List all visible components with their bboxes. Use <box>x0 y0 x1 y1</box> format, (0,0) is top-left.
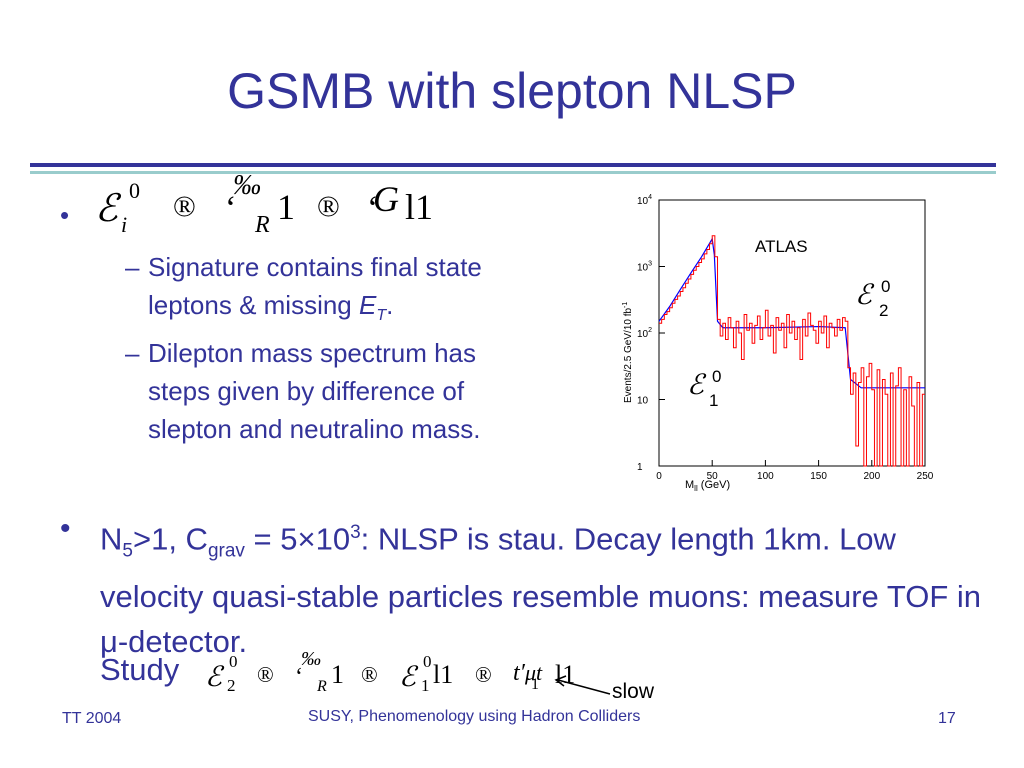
neutralino-sub: i <box>121 212 128 237</box>
fit-curve <box>658 237 925 389</box>
x-tick-label: 250 <box>917 471 934 482</box>
f2-stau-tail: l1 <box>555 660 576 689</box>
f2-slepton: ‘ <box>295 664 303 690</box>
bullet-dot-1: • <box>60 200 70 230</box>
f2-arrow-3: ® <box>475 662 492 687</box>
c-rest: = 5×10 <box>244 521 351 557</box>
slepton-sub: R <box>255 212 270 238</box>
annotation-n2-symbol: ℰ <box>855 279 875 310</box>
atlas-label: ATLAS <box>755 237 808 256</box>
gravitino-tail: l1 <box>405 187 434 227</box>
n-symbol: N <box>100 521 123 557</box>
annotation-n1-sup: 0 <box>712 367 721 386</box>
f2-slepton-sub: R <box>317 678 327 695</box>
f2-neutralino1-sup: 0 <box>423 652 432 671</box>
y-axis-label: Events/2.5 GeV/10 fb-1 <box>622 302 634 403</box>
x-tick-label: 0 <box>656 471 662 482</box>
slow-arrow-icon <box>554 675 611 695</box>
annotation-n1: ℰ 0 1 <box>687 367 721 410</box>
f2-arrow-2: ® <box>361 662 378 687</box>
slepton-sup: ‰ <box>233 170 261 201</box>
f2-stau-mid: μt <box>525 660 543 685</box>
xlabel-unit: (GeV) <box>698 479 730 491</box>
f2-stau-sub: 1 <box>531 676 539 693</box>
annotation-n2: ℰ 0 2 <box>855 277 890 320</box>
missing-e-sub: T <box>376 307 387 325</box>
f2-neutralino1-sub: 1 <box>421 676 430 695</box>
annotation-n2-sup: 0 <box>881 277 890 296</box>
n-sub: 5 <box>122 540 133 562</box>
f2-neutralino-sub: 2 <box>227 676 236 695</box>
neutralino-sup: 0 <box>129 178 140 203</box>
y-tick-label: 1 <box>637 462 643 473</box>
f2-arrow-1: ® <box>257 662 274 687</box>
y-tick-label: 10 <box>637 396 649 407</box>
ylabel-sup: -1 <box>622 302 629 308</box>
xlabel-m: M <box>685 479 694 491</box>
f2-neutralino: ℰ <box>205 662 222 693</box>
nlsp-text: : NLSP is stau. Decay length 1km. Low ve… <box>100 521 982 659</box>
annotation-n2-sub: 2 <box>879 301 888 320</box>
footer-center: SUSY, Phenomenology using Hadron Collide… <box>308 708 641 725</box>
annotation-n1-sub: 1 <box>709 391 718 410</box>
arrow-1: ® <box>173 190 196 223</box>
sub-dash-1: – <box>125 252 140 282</box>
gravitino-symbol: G <box>373 179 399 219</box>
f2-neutralino-sup: 0 <box>229 652 238 671</box>
x-tick-label: 200 <box>863 471 880 482</box>
sub-bullet-spectrum: Dilepton mass spectrum has steps given b… <box>148 338 481 444</box>
f2-neutralino1-tail: l1 <box>433 660 454 689</box>
missing-e: E <box>358 290 377 320</box>
y-tick-label: 104 <box>637 194 652 207</box>
footer-page-number: 17 <box>938 710 956 727</box>
x-tick-label: 150 <box>810 471 827 482</box>
slow-label: slow <box>612 680 655 703</box>
n-rest: >1, C <box>132 521 208 557</box>
gravitino-prime: ‘ <box>367 190 379 227</box>
signature-period: . <box>386 290 394 320</box>
footer-left: TT 2004 <box>62 710 122 727</box>
histogram-line <box>659 235 925 467</box>
sub-dash-2: – <box>125 338 140 368</box>
x-axis-label: Mll (GeV) <box>685 479 730 493</box>
slepton-tail: 1 <box>277 187 295 227</box>
exponent: 3 <box>350 522 361 543</box>
neutralino-symbol: ℰ <box>95 188 119 230</box>
xlabel-sub: ll <box>694 484 698 493</box>
f2-slepton-sup: ‰ <box>301 648 321 670</box>
x-tick-label: 50 <box>707 471 719 482</box>
y-tick-label: 102 <box>637 327 652 340</box>
f2-stau: t′ <box>513 660 525 686</box>
ylabel-main: Events/2.5 GeV/10 fb <box>623 308 634 403</box>
slide-title: GSMB with slepton NLSP <box>227 63 797 119</box>
bullet-nlsp: N5>1, Cgrav = 5×103: NLSP is stau. Decay… <box>100 510 990 664</box>
sub-bullet-signature: Signature contains final state leptons &… <box>148 248 568 335</box>
study-label: Study <box>100 652 180 687</box>
arrow-2: ® <box>317 190 340 223</box>
decay-formula-1: ℰ 0 i ® ‘ ‰ R 1 ® ‘ G l1 <box>95 170 495 242</box>
title-rule-dark <box>30 163 996 167</box>
x-tick-label: 100 <box>757 471 774 482</box>
f2-neutralino1: ℰ <box>399 662 416 693</box>
title-rule-light <box>30 171 996 174</box>
y-tick-label: 103 <box>637 261 652 274</box>
signature-text: Signature contains final state leptons &… <box>148 252 482 320</box>
decay-formula-2: ℰ 0 2 ® ‘ ‰ R 1 ® ℰ 0 1 l1 ® t′ μt 1 l1 <box>205 648 605 700</box>
f2-slepton-tail: 1 <box>331 660 344 689</box>
bullet-dot-2: • <box>60 512 71 545</box>
annotation-n1-symbol: ℰ <box>687 369 707 400</box>
slepton-symbol: ‘ <box>225 190 237 227</box>
c-sub: grav <box>207 540 245 562</box>
